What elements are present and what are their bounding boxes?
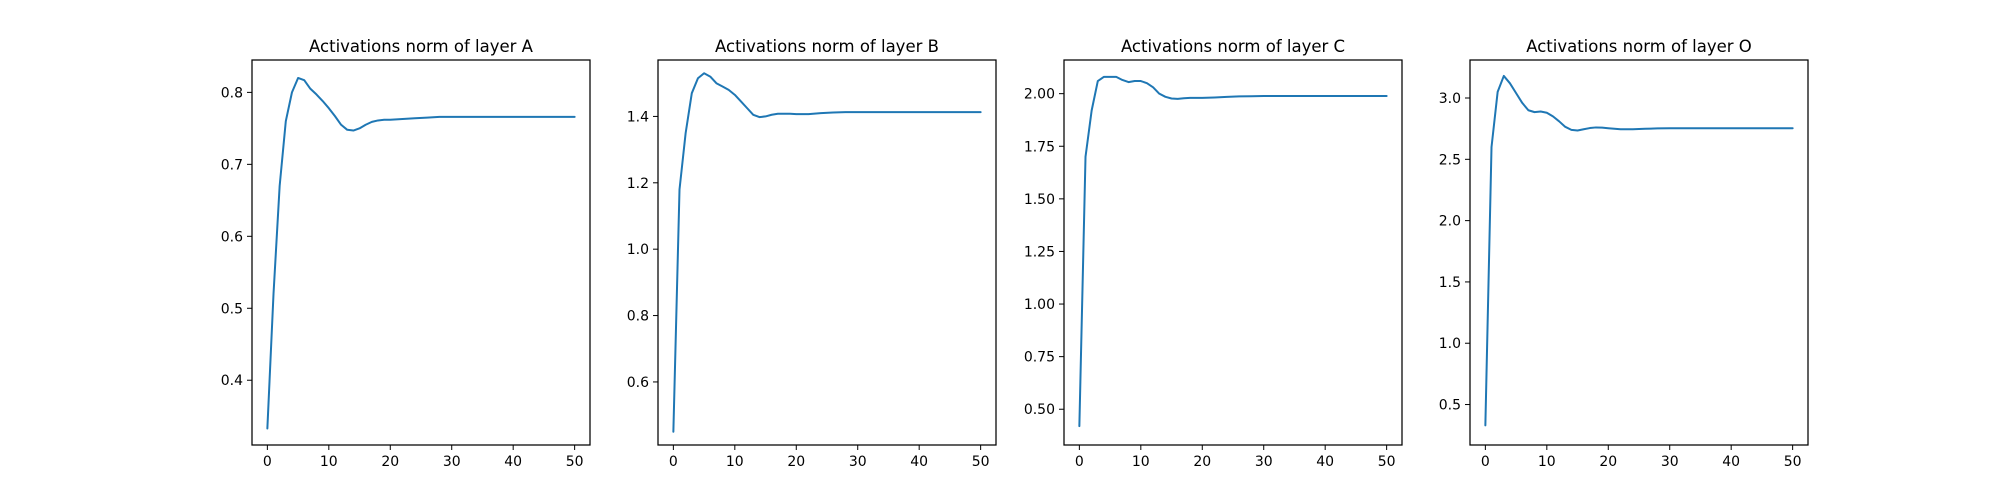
x-tick-label: 50 (1378, 454, 1396, 470)
plot-frame (657, 59, 997, 446)
x-tick-label: 30 (1255, 454, 1273, 470)
x-tick-label: 10 (1538, 454, 1556, 470)
x-tick-label: 0 (1075, 454, 1084, 470)
chart-title: Activations norm of layer O (1526, 37, 1752, 56)
plot-frame (251, 59, 591, 446)
x-tick-label: 40 (504, 454, 522, 470)
subplot-layer-o: Activations norm of layer O 0 10 20 30 40 50 0… (1439, 37, 1809, 470)
y-tick-label: 1.4 (627, 109, 649, 125)
x-tick-label: 30 (1661, 454, 1679, 470)
x-tick-label: 0 (263, 454, 272, 470)
x-tick-label: 20 (1599, 454, 1617, 470)
chart-title: Activations norm of layer B (715, 37, 939, 56)
x-tick-label: 10 (1132, 454, 1150, 470)
y-tick-label: 3.0 (1439, 91, 1461, 107)
y-tick-label: 0.6 (221, 229, 243, 245)
x-tick-label: 40 (1316, 454, 1334, 470)
x-tick-label: 50 (972, 454, 990, 470)
x-tick-label: 20 (787, 454, 805, 470)
y-tick-label: 0.8 (627, 309, 649, 325)
subplot-layer-a: Activations norm of layer A 0 10 20 30 40 50 0… (221, 37, 591, 470)
y-tick-label: 1.0 (627, 242, 649, 258)
y-tick-label: 0.5 (221, 301, 243, 317)
x-tick-label: 20 (1193, 454, 1211, 470)
y-tick-label: 1.25 (1024, 244, 1055, 260)
x-tick-label: 0 (669, 454, 678, 470)
y-tick-label: 0.4 (221, 373, 243, 389)
y-tick-label: 1.75 (1024, 139, 1055, 155)
series-line-0 (1078, 75, 1388, 428)
subplot-layer-b: Activations norm of layer B 0 10 20 30 40 50 0… (627, 37, 997, 470)
x-tick-label: 30 (443, 454, 461, 470)
y-tick-label: 1.00 (1024, 297, 1055, 313)
y-tick-label: 1.5 (1439, 275, 1461, 291)
x-tick-label: 10 (726, 454, 744, 470)
y-tick-label: 2.00 (1024, 87, 1055, 103)
y-tick-label: 1.50 (1024, 192, 1055, 208)
x-tick-label: 30 (849, 454, 867, 470)
y-tick-label: 0.5 (1439, 398, 1461, 414)
x-tick-label: 0 (1481, 454, 1490, 470)
y-tick-label: 2.0 (1439, 214, 1461, 230)
chart-title: Activations norm of layer C (1121, 37, 1345, 56)
y-tick-label: 0.7 (221, 157, 243, 173)
plot-frame (1063, 59, 1403, 446)
plot-frame (1469, 59, 1809, 446)
x-tick-label: 40 (1722, 454, 1740, 470)
series-line-0 (1484, 74, 1794, 427)
y-tick-label: 1.0 (1439, 336, 1461, 352)
y-tick-label: 0.75 (1024, 350, 1055, 366)
chart-title: Activations norm of layer A (309, 37, 534, 56)
y-tick-label: 2.5 (1439, 152, 1461, 168)
x-tick-label: 50 (566, 454, 584, 470)
series-line-0 (672, 72, 982, 433)
y-tick-label: 0.8 (221, 85, 243, 101)
x-tick-label: 20 (381, 454, 399, 470)
y-tick-label: 0.6 (627, 375, 649, 391)
x-tick-label: 50 (1784, 454, 1802, 470)
series-line-0 (266, 76, 576, 430)
subplot-layer-c: Activations norm of layer C 0 10 20 30 40 50 0… (1024, 37, 1403, 470)
y-tick-label: 1.2 (627, 176, 649, 192)
x-tick-label: 40 (910, 454, 928, 470)
y-tick-label: 0.50 (1024, 402, 1055, 418)
x-tick-label: 10 (320, 454, 338, 470)
